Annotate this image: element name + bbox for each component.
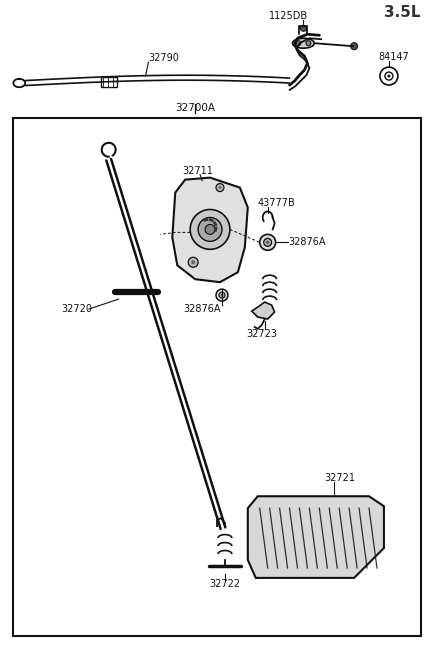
Ellipse shape [293, 38, 314, 48]
Polygon shape [172, 178, 248, 282]
Text: 32876A: 32876A [289, 237, 326, 247]
Text: 32700A: 32700A [175, 103, 215, 113]
Circle shape [198, 217, 222, 241]
Text: 32876A: 32876A [183, 304, 221, 314]
Text: 32720: 32720 [61, 304, 92, 314]
Circle shape [191, 260, 195, 264]
Text: 3.5L: 3.5L [384, 5, 421, 20]
Circle shape [205, 225, 215, 234]
Circle shape [388, 74, 391, 78]
Circle shape [260, 234, 276, 250]
Circle shape [188, 258, 198, 267]
Polygon shape [252, 302, 275, 319]
Text: 32711: 32711 [182, 166, 213, 175]
Text: 1125DB: 1125DB [269, 12, 308, 21]
Bar [101, 77, 117, 87]
Bar [13, 118, 421, 635]
Circle shape [218, 186, 221, 189]
Circle shape [190, 210, 230, 249]
Circle shape [216, 184, 224, 192]
Circle shape [264, 238, 272, 247]
Circle shape [216, 289, 228, 301]
Circle shape [306, 41, 311, 46]
Circle shape [351, 43, 358, 50]
Polygon shape [248, 496, 384, 578]
Circle shape [300, 25, 306, 31]
Text: 32722: 32722 [209, 579, 240, 589]
Circle shape [221, 294, 223, 296]
Circle shape [296, 41, 301, 46]
Text: 32721: 32721 [324, 474, 355, 483]
Text: 32723: 32723 [246, 329, 277, 339]
Circle shape [219, 292, 225, 298]
Text: 84147: 84147 [378, 52, 409, 62]
Circle shape [266, 241, 269, 244]
Text: 32790: 32790 [148, 53, 179, 63]
Text: 43777B: 43777B [258, 197, 296, 208]
